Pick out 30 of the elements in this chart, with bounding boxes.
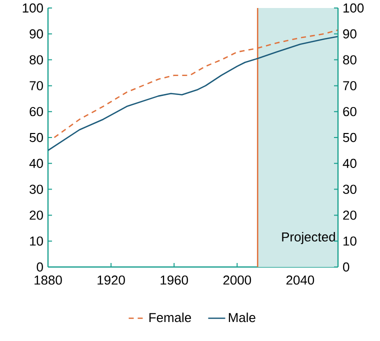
- y-tick-label: 10: [344, 236, 356, 246]
- y-tick-label: 40: [342, 158, 356, 168]
- y2-tick-label: 10: [30, 236, 43, 246]
- y2-tick-label: 70: [30, 81, 43, 90]
- y-tick-label: 90: [343, 29, 356, 38]
- y-tick-label: 20: [343, 210, 356, 220]
- x-tick-label: 1960: [160, 276, 188, 285]
- band-label: Projected: [282, 232, 335, 244]
- y-tick-label: 50: [343, 132, 356, 142]
- x-tick-label: 2040: [286, 276, 314, 285]
- legend-label: Female: [149, 312, 191, 322]
- y2-tick-label: 20: [30, 210, 43, 220]
- y-tick-label: 60: [343, 107, 356, 116]
- x-tick-label: 2000: [223, 276, 252, 285]
- y2-tick-label: 90: [30, 29, 43, 38]
- y-tick-label: 0: [343, 262, 350, 272]
- y-tick-label: 80: [343, 55, 356, 64]
- y2-tick-label: 0: [36, 262, 43, 272]
- y2-tick-label: 50: [30, 132, 43, 142]
- y2-tick-label: 40: [29, 158, 43, 168]
- y-tick-label: 30: [343, 184, 356, 194]
- x-tick-label: 1920: [98, 276, 125, 285]
- y2-tick-label: 100: [22, 3, 43, 13]
- y-tick-label: 70: [343, 81, 356, 90]
- legend-label: Male: [228, 312, 256, 322]
- x-tick-label: 1880: [34, 276, 62, 285]
- y2-tick-label: 30: [30, 184, 43, 194]
- y2-tick-label: 60: [30, 107, 43, 116]
- y2-tick-label: 80: [30, 55, 43, 64]
- y-tick-label: 100: [344, 3, 364, 13]
